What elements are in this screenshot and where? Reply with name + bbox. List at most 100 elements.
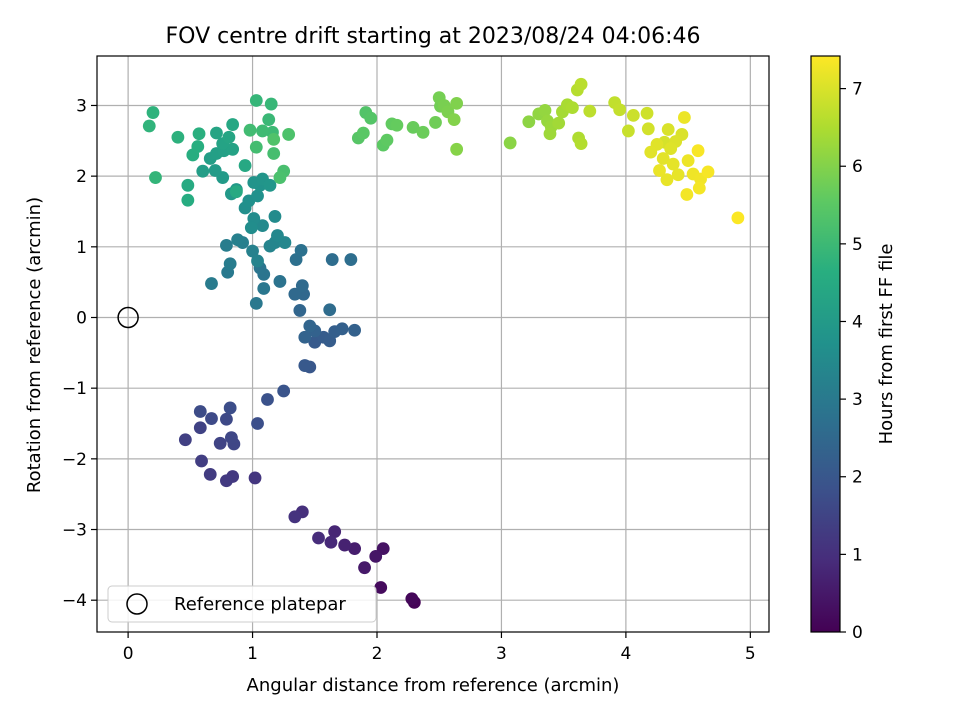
data-point	[249, 296, 263, 310]
data-point	[238, 159, 252, 172]
data-point	[538, 104, 552, 117]
data-point	[267, 132, 281, 146]
y-tick-label: −3	[62, 521, 87, 541]
y-tick-label: 3	[76, 96, 87, 116]
data-point	[565, 101, 579, 114]
data-point	[246, 244, 259, 258]
data-point	[681, 154, 695, 167]
data-point	[447, 113, 461, 127]
data-point	[288, 287, 302, 301]
data-point	[196, 164, 210, 178]
data-point	[356, 126, 370, 140]
colorbar-tick-label: 1	[852, 545, 863, 565]
data-point	[574, 137, 588, 151]
data-point	[271, 229, 284, 242]
data-point	[348, 542, 361, 556]
y-axis-ticks: −4 −3 −2 −1 0 1 2 3	[62, 96, 97, 611]
colorbar-tick-label: 0	[852, 623, 863, 643]
data-point	[263, 178, 277, 192]
data-point	[220, 412, 233, 426]
data-point	[256, 124, 269, 138]
data-point	[249, 94, 263, 107]
data-point	[644, 145, 658, 159]
data-point	[226, 118, 240, 131]
data-point	[691, 144, 705, 158]
data-point	[656, 152, 670, 165]
data-point	[574, 77, 588, 91]
x-axis-label: Angular distance from reference (arcmin)	[247, 675, 620, 696]
data-point	[267, 147, 281, 160]
data-point	[324, 535, 338, 549]
data-point	[344, 253, 358, 266]
data-point	[660, 173, 674, 187]
data-point	[261, 393, 274, 406]
data-point	[406, 120, 420, 134]
colorbar-label: Hours from first FF file	[876, 244, 897, 445]
data-point	[203, 467, 217, 481]
data-point	[282, 128, 296, 141]
data-point	[503, 136, 517, 150]
data-point	[181, 178, 195, 192]
data-point	[416, 125, 430, 139]
data-point	[294, 243, 308, 257]
colorbar-tick-label: 6	[852, 157, 863, 177]
data-point	[450, 96, 464, 110]
colorbar	[810, 55, 841, 633]
data-point	[323, 303, 337, 317]
y-tick-label: −2	[62, 450, 87, 470]
data-point	[146, 106, 160, 119]
data-point	[312, 531, 325, 545]
data-point	[429, 116, 442, 129]
data-point	[613, 103, 627, 117]
plot-frame	[96, 55, 770, 633]
data-point	[405, 592, 419, 606]
data-point	[295, 279, 309, 293]
data-point	[249, 140, 263, 154]
data-point	[195, 454, 208, 468]
data-point	[256, 219, 269, 233]
data-point	[380, 133, 394, 147]
data-point	[369, 549, 383, 563]
data-point	[273, 275, 287, 288]
data-point	[692, 181, 706, 195]
data-point	[208, 164, 222, 177]
data-point	[149, 171, 162, 184]
data-point	[731, 211, 745, 225]
y-axis-label: Rotation from reference (arcmin)	[24, 197, 45, 493]
data-point	[213, 436, 227, 450]
x-tick-label: 5	[745, 644, 756, 664]
data-point	[192, 127, 206, 141]
y-tick-label: −1	[62, 379, 87, 399]
data-point	[390, 118, 404, 132]
data-point	[626, 108, 640, 122]
data-point	[223, 257, 237, 271]
data-point	[277, 384, 291, 398]
data-point	[243, 123, 257, 137]
y-tick-label: 2	[76, 167, 87, 187]
data-point	[677, 111, 691, 124]
data-point	[552, 116, 566, 130]
data-point	[364, 111, 378, 125]
data-point	[220, 239, 233, 252]
legend-entry: Reference platepar	[174, 594, 346, 615]
reference-marker	[117, 306, 139, 329]
x-tick-label: 1	[247, 644, 258, 664]
data-point	[338, 538, 352, 552]
data-point	[325, 253, 339, 266]
data-point	[268, 210, 282, 223]
colorbar-ticks: 0 1 2 3 4 5 6 7	[840, 80, 863, 643]
data-point	[251, 189, 264, 203]
data-point	[303, 319, 317, 333]
data-point	[181, 193, 195, 207]
data-point	[262, 113, 276, 127]
data-point	[664, 142, 678, 155]
data-point	[641, 122, 655, 136]
data-point	[522, 115, 536, 129]
data-point	[543, 127, 557, 141]
y-tick-label: 0	[76, 308, 87, 328]
data-point	[298, 330, 312, 344]
x-tick-label: 4	[620, 644, 631, 664]
data-point	[223, 401, 237, 415]
data-point	[661, 123, 675, 136]
